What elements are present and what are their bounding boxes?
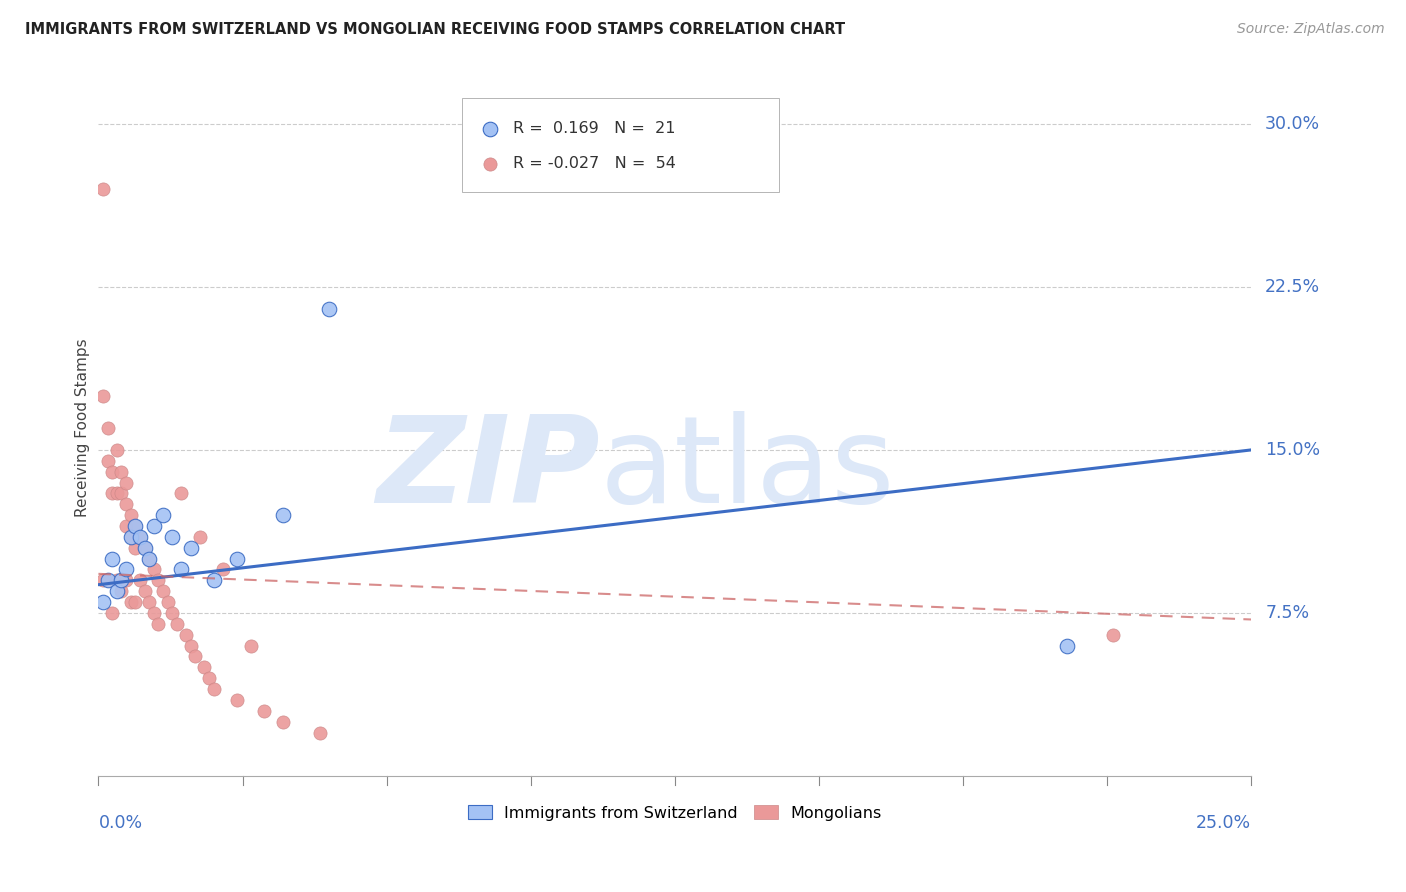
Point (174, 628, 197, 642)
Point (134, 541, 156, 555)
Point (91, 595, 114, 609)
Point (97, 574, 120, 588)
Point (105, 486, 128, 500)
Point (105, 442, 128, 457)
Point (134, 541, 156, 555)
Point (97, 421, 120, 435)
Text: 25.0%: 25.0% (1197, 814, 1251, 832)
Point (170, 562, 193, 576)
Point (124, 595, 146, 609)
Text: 0.0%: 0.0% (98, 814, 142, 832)
Point (180, 639, 202, 653)
Point (184, 649, 207, 664)
Legend: Immigrants from Switzerland, Mongolians: Immigrants from Switzerland, Mongolians (461, 799, 889, 827)
Point (160, 606, 183, 620)
Point (115, 475, 138, 490)
Point (225, 693, 247, 707)
Point (101, 606, 124, 620)
Point (124, 519, 146, 533)
Point (1102, 628, 1125, 642)
Point (152, 584, 174, 599)
Point (318, 301, 340, 316)
Text: R =  0.169   N =  21: R = 0.169 N = 21 (513, 121, 676, 136)
Point (120, 508, 142, 523)
Point (271, 714, 294, 729)
Point (129, 574, 152, 588)
Text: 30.0%: 30.0% (1265, 115, 1320, 133)
Text: Source: ZipAtlas.com: Source: ZipAtlas.com (1237, 22, 1385, 37)
Point (110, 584, 132, 599)
Point (115, 519, 138, 533)
Text: 7.5%: 7.5% (1265, 604, 1309, 622)
Point (138, 551, 160, 566)
Point (110, 465, 132, 479)
Point (134, 584, 156, 599)
Point (97, 454, 120, 468)
Point (308, 725, 330, 739)
Text: 15.0%: 15.0% (1265, 441, 1320, 458)
Point (101, 486, 124, 500)
Point (160, 530, 183, 544)
Point (115, 562, 138, 576)
Point (91, 574, 114, 588)
Point (180, 541, 202, 555)
Point (148, 616, 170, 631)
Point (1056, 639, 1078, 653)
Point (97, 574, 120, 588)
Y-axis label: Receiving Food Stamps: Receiving Food Stamps (75, 339, 90, 517)
Point (105, 584, 128, 599)
Text: ZIP: ZIP (377, 411, 600, 528)
Point (142, 519, 165, 533)
Point (188, 530, 211, 544)
Point (91, 388, 114, 402)
Point (225, 551, 247, 566)
Point (120, 530, 142, 544)
Text: atlas: atlas (600, 411, 896, 528)
Point (105, 574, 128, 588)
Point (202, 681, 225, 696)
Point (212, 562, 235, 576)
Point (198, 671, 221, 685)
Point (253, 704, 276, 718)
Point (156, 595, 179, 609)
Point (138, 551, 160, 566)
Point (148, 574, 170, 588)
Point (142, 606, 165, 620)
Point (101, 465, 124, 479)
Point (120, 530, 142, 544)
Text: IMMIGRANTS FROM SWITZERLAND VS MONGOLIAN RECEIVING FOOD STAMPS CORRELATION CHART: IMMIGRANTS FROM SWITZERLAND VS MONGOLIAN… (25, 22, 845, 37)
Point (101, 551, 124, 566)
Point (202, 574, 225, 588)
Point (129, 530, 152, 544)
Point (166, 616, 188, 631)
Point (138, 595, 160, 609)
Point (124, 541, 146, 555)
Point (129, 530, 152, 544)
Point (115, 574, 138, 588)
Point (193, 660, 215, 674)
FancyBboxPatch shape (461, 98, 779, 192)
Point (152, 508, 174, 523)
Text: 22.5%: 22.5% (1265, 277, 1320, 296)
Point (271, 508, 294, 523)
Point (142, 562, 165, 576)
Point (110, 486, 132, 500)
Point (239, 639, 262, 653)
Point (115, 497, 138, 511)
Point (120, 595, 142, 609)
Point (170, 486, 193, 500)
Text: R = -0.027   N =  54: R = -0.027 N = 54 (513, 156, 676, 171)
Point (110, 574, 132, 588)
Point (124, 519, 146, 533)
Point (91, 182, 114, 196)
